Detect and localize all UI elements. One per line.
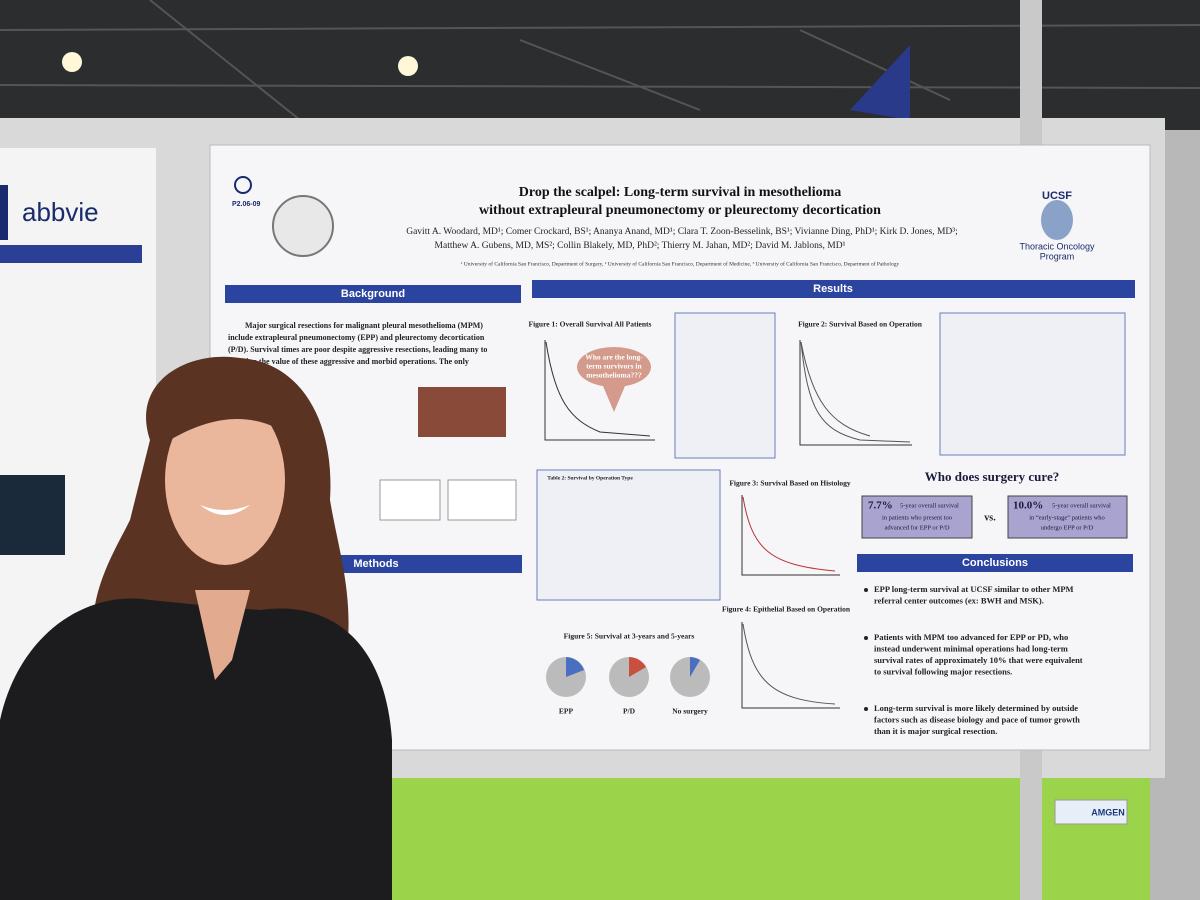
- km-curve: [742, 496, 836, 572]
- pie-slice: [566, 657, 584, 677]
- pie-slice: [690, 657, 700, 677]
- ceiling: [0, 0, 1200, 130]
- body-text: include extrapleural pneumonectomy (EPP)…: [228, 333, 485, 342]
- conclusion-text: to survival following major resections.: [874, 666, 1012, 676]
- table-3: [939, 312, 1126, 456]
- pie-slice: [629, 657, 646, 677]
- neighbor-mark: [0, 185, 8, 240]
- authors: Matthew A. Gubens, MD, MS²; Collin Blake…: [435, 241, 846, 251]
- stat-text: 5-year overall survival: [900, 502, 959, 509]
- program-name: Thoracic Oncology: [1019, 241, 1095, 251]
- small-figure: [447, 479, 517, 521]
- body-text: question the value of these aggressive a…: [228, 357, 469, 366]
- face: [165, 395, 285, 565]
- iaslc-logo: [234, 176, 252, 194]
- program-name: Program: [1040, 251, 1075, 261]
- title: Drop the scalpel: Long-term survival in …: [519, 185, 842, 200]
- bullet: [864, 707, 868, 711]
- stat-box: [1007, 495, 1128, 539]
- figure-caption: Figure 5: Survival at 3-years and 5-year…: [564, 632, 695, 641]
- small-figure: [379, 479, 441, 521]
- title: without extrapleural pneumonectomy or pl…: [479, 203, 881, 218]
- body-text: (P/D). Survival times are poor despite a…: [228, 345, 487, 354]
- affiliations: ¹ University of California San Francisco…: [461, 260, 900, 267]
- smile: [200, 505, 250, 515]
- section-header: [857, 554, 1133, 572]
- conclusion-text: survival rates of approximately 10% that…: [874, 655, 1083, 665]
- neck: [195, 590, 250, 680]
- table-1: [674, 312, 776, 459]
- callout-text: term survivors in: [586, 362, 642, 371]
- neighbor-bar: [0, 245, 142, 263]
- km-curve: [742, 623, 836, 705]
- conclusion-text: Patients with MPM too advanced for EPP o…: [874, 632, 1068, 642]
- section-title: Background: [341, 288, 405, 300]
- callout-text: mesothelioma???: [586, 371, 642, 380]
- figure-caption: Figure 4: Epithelial Based on Operation: [722, 605, 851, 614]
- section-header: [225, 285, 521, 303]
- callout-bubble: [577, 347, 651, 387]
- banner: [850, 45, 910, 120]
- figure-caption: Figure 3: Survival Based on Histology: [729, 479, 851, 488]
- neighbor-image: [0, 475, 65, 555]
- trusses: [0, 0, 1200, 121]
- hair-fringe: [160, 386, 295, 440]
- pie-label: P/D: [623, 707, 636, 716]
- surgery-photo: [418, 387, 506, 437]
- bullet: [864, 636, 868, 640]
- km-axes: [799, 340, 912, 446]
- stat-box: [861, 495, 973, 539]
- section-header: [532, 280, 1135, 298]
- ceiling-light: [398, 56, 418, 76]
- conclusion-text: EPP long-term survival at UCSF similar t…: [874, 584, 1074, 594]
- callout-arrow: [603, 386, 625, 412]
- stat-text: in “early-stage” patients who: [1029, 514, 1105, 521]
- neighbor-logo: abbvie: [22, 197, 99, 227]
- clothing: [0, 598, 392, 900]
- section-title: Conclusions: [962, 557, 1028, 569]
- callout-text: Who are the long-: [585, 353, 643, 362]
- sponsor-sign: [1054, 799, 1128, 825]
- authors: Gavitt A. Woodard, MD¹; Comer Crockard, …: [406, 227, 958, 237]
- km-curve: [800, 341, 911, 443]
- stat-text: 5-year overall survival: [1052, 502, 1111, 509]
- stat-value: 10.0%: [1013, 500, 1043, 512]
- section-title: Methods: [353, 558, 398, 570]
- conclusion-text: referral center outcomes (ex: BWH and MS…: [874, 595, 1044, 605]
- km-axes: [544, 340, 655, 441]
- section-title: Results: [813, 283, 853, 295]
- stat-text: in patients who present too: [882, 514, 952, 521]
- conclusion-list: EPP long-term survival at UCSF similar t…: [864, 584, 1083, 736]
- table-2: [536, 469, 721, 601]
- section-header: [330, 555, 522, 573]
- cure-question: Who does surgery cure?: [925, 469, 1059, 484]
- figure-caption: Figure 1: Overall Survival All Patients: [529, 320, 652, 329]
- ucsf-logo: UCSF: [1042, 190, 1072, 202]
- pie-label: EPP: [559, 707, 574, 716]
- conclusion-text: factors such as disease biology and pace…: [874, 714, 1080, 724]
- stat-text: undergo EPP or P/D: [1041, 524, 1094, 531]
- ceiling-light: [62, 52, 82, 72]
- person: [0, 356, 392, 900]
- lung-icon: [1041, 200, 1073, 240]
- figure-caption: Figure 2: Survival Based on Operation: [798, 320, 923, 329]
- sponsor-name: AMGEN: [1091, 807, 1125, 817]
- km-axes: [741, 622, 840, 709]
- bullet: [864, 588, 868, 592]
- body-text: Major surgical resections for malignant …: [245, 321, 483, 330]
- table-caption: Table 2: Survival by Operation Type: [547, 475, 633, 481]
- conclusion-text: than it is major surgical resection.: [874, 726, 997, 736]
- km-curve: [545, 341, 651, 437]
- pie-label: No surgery: [672, 707, 708, 716]
- uc-seal: [272, 195, 334, 257]
- vs: vs.: [984, 512, 996, 523]
- km-axes: [741, 495, 840, 576]
- stat-value: 7.7%: [868, 500, 893, 512]
- conclusion-text: Long-term survival is more likely determ…: [874, 703, 1078, 713]
- poster-code: P2.06-09: [232, 201, 261, 208]
- stat-text: advanced for EPP or P/D: [884, 524, 949, 531]
- conclusion-text: instead underwent minimal operations had…: [874, 643, 1068, 653]
